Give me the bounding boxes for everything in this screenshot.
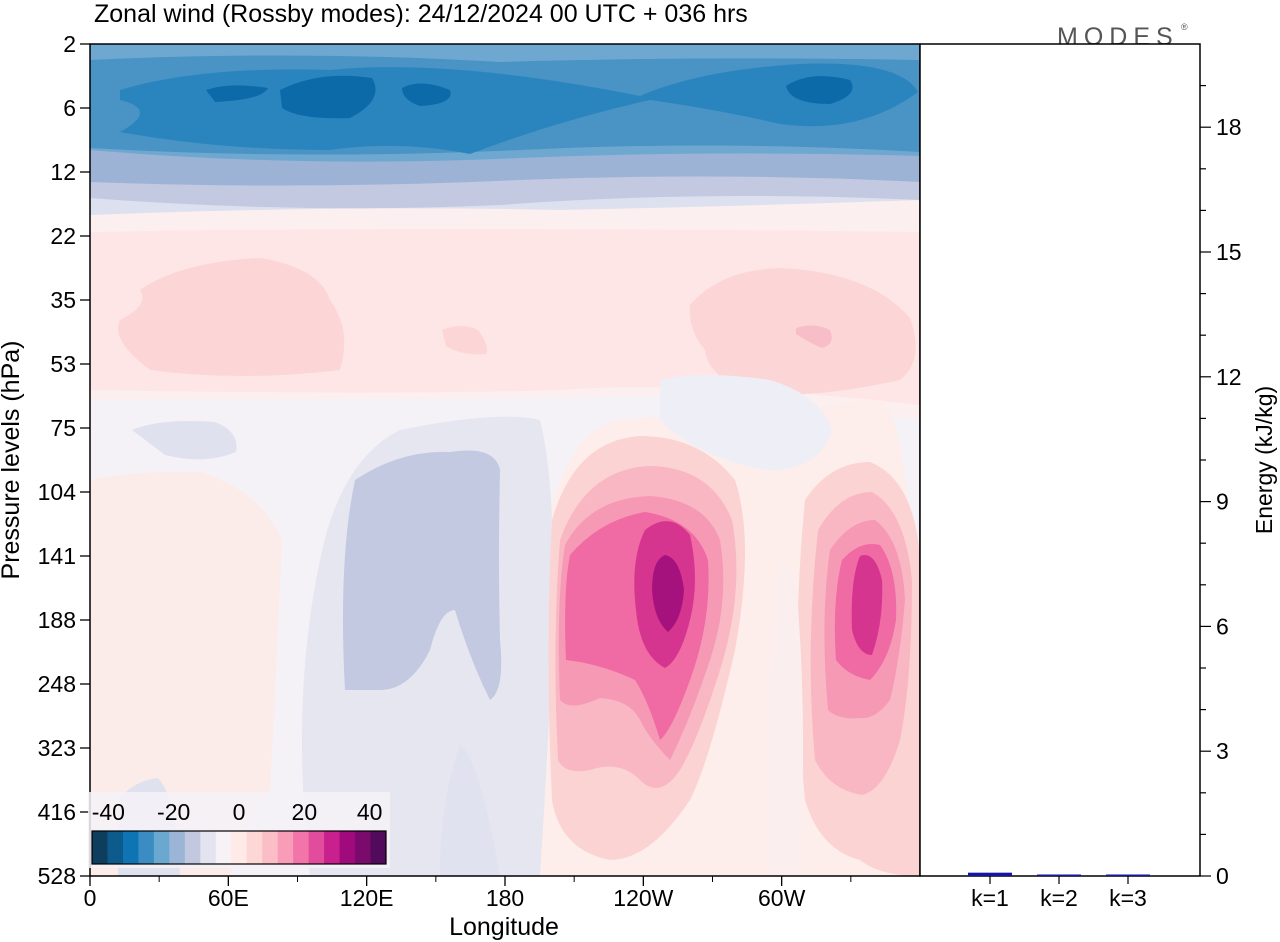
colorbar-tick-label: -20 <box>157 799 190 825</box>
x-tick-label: 120W <box>613 885 673 911</box>
x-axis-label: Longitude <box>449 913 559 941</box>
energy-tick-label: 6 <box>1216 613 1229 639</box>
energy-bars <box>968 872 1150 876</box>
colorbar-swatch <box>339 831 356 864</box>
energy-tick-label: 18 <box>1216 114 1242 140</box>
colorbar-swatch <box>231 831 248 864</box>
heatmap-axes: 0 60E 120E 180 120W 60W 2 6 12 22 35 53 75 104 141 188 2… <box>38 31 852 911</box>
mid-level-westerlies <box>90 200 920 420</box>
colorbar-swatch <box>370 831 387 864</box>
energy-tick-label: 12 <box>1216 364 1242 390</box>
y-tick-label: 53 <box>50 351 76 377</box>
y-tick-label: 248 <box>38 671 76 697</box>
trademark-mark: ® <box>1181 22 1188 32</box>
energy-axis-label: Energy (kJ/kg) <box>1251 386 1277 534</box>
x-tick-label: 180 <box>486 885 524 911</box>
y-tick-label: 528 <box>38 863 76 889</box>
category-label: k=2 <box>1040 885 1078 911</box>
westerly-core-east <box>797 462 920 876</box>
category-label: k=1 <box>971 885 1009 911</box>
colorbar: -40 -20 0 20 40 <box>88 792 390 868</box>
colorbar-tick-label: -40 <box>92 799 125 825</box>
chart-title: Zonal wind (Rossby modes): 24/12/2024 00… <box>94 0 748 28</box>
y-tick-label: 188 <box>38 607 76 633</box>
energy-bar <box>1037 874 1081 876</box>
y-tick-label: 141 <box>38 543 76 569</box>
energy-tick-label: 15 <box>1216 239 1242 265</box>
y-tick-label: 2 <box>63 31 76 57</box>
colorbar-swatch <box>324 831 341 864</box>
colorbar-swatch <box>355 831 372 864</box>
easterly-jet-bands <box>90 44 920 219</box>
energy-tick-label: 3 <box>1216 738 1229 764</box>
colorbar-swatch <box>200 831 217 864</box>
colorbar-swatch <box>277 831 294 864</box>
x-tick-label: 60E <box>208 885 249 911</box>
colorbar-swatch <box>122 831 139 864</box>
colorbar-swatch <box>262 831 279 864</box>
colorbar-frame <box>91 830 387 865</box>
colorbar-swatch <box>246 831 263 864</box>
energy-panel-frame <box>919 43 1201 877</box>
colorbar-swatch <box>153 831 170 864</box>
x-tick-label: 120E <box>340 885 394 911</box>
colorbar-swatch <box>169 831 186 864</box>
colorbar-swatch <box>138 831 155 864</box>
x-tick-label: 60W <box>758 885 806 911</box>
colorbar-swatch <box>92 831 108 864</box>
y-tick-label: 416 <box>38 799 76 825</box>
dateline-easterlies <box>342 450 502 700</box>
energy-bar <box>968 872 1012 876</box>
colorbar-swatch <box>107 831 124 864</box>
colorbar-swatch <box>308 831 325 864</box>
y-tick-label: 323 <box>38 735 76 761</box>
colorbar-swatch <box>215 831 232 864</box>
category-label: k=3 <box>1109 885 1147 911</box>
y-tick-label: 104 <box>38 479 77 505</box>
y-axis-label: Pressure levels (hPa) <box>0 341 25 580</box>
wind-field <box>90 44 920 876</box>
dateline-easterlies-lower <box>440 745 500 876</box>
y-tick-label: 75 <box>50 415 76 441</box>
x-tick-label: 0 <box>84 885 97 911</box>
energy-tick-label: 9 <box>1216 489 1229 515</box>
energy-axes: 0 3 6 9 12 15 18 k=1 k=2 k=3 <box>971 84 1242 911</box>
colorbar-tick-label: 0 <box>233 799 246 825</box>
energy-tick-label: 0 <box>1216 863 1229 889</box>
y-tick-label: 35 <box>50 287 76 313</box>
y-tick-label: 22 <box>50 223 76 249</box>
y-tick-label: 12 <box>50 159 76 185</box>
energy-bar <box>1106 874 1150 876</box>
trough-gap <box>768 566 804 876</box>
colorbar-tick-label: 40 <box>357 799 383 825</box>
westerly-core-west <box>548 436 745 860</box>
colorbar-swatch <box>184 831 201 864</box>
y-tick-label: 6 <box>63 95 76 121</box>
colorbar-tick-label: 20 <box>292 799 318 825</box>
colorbar-swatch <box>293 831 310 864</box>
